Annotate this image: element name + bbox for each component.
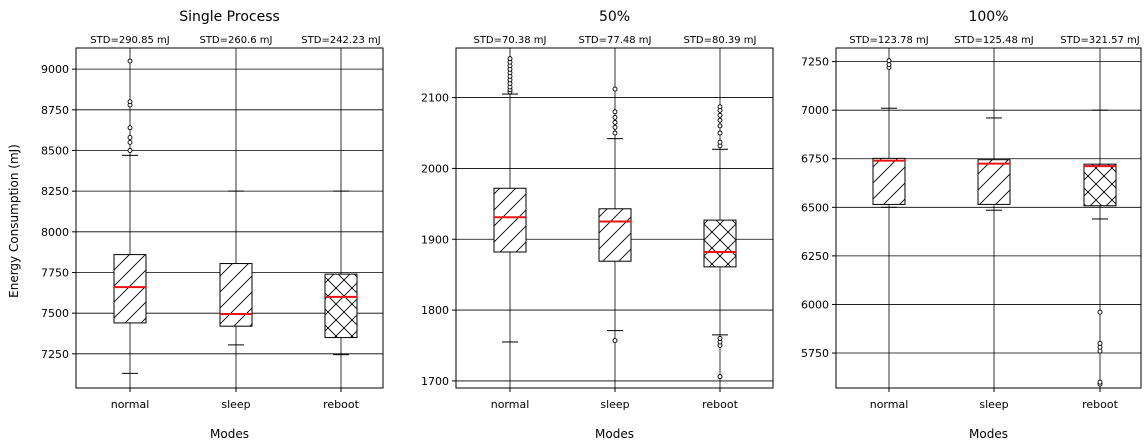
chart-panel-50-percent: 1700 1800 1900 2000 2100 normal sleep reboot STD… xyxy=(421,9,774,441)
box-body xyxy=(1083,163,1117,207)
box-normal xyxy=(872,58,906,208)
chart-title: 50% xyxy=(599,9,630,25)
chart-title: 100% xyxy=(968,9,1008,25)
box-reboot xyxy=(703,104,737,380)
y-tick-label: 8750 xyxy=(41,104,69,117)
x-tick-label: reboot xyxy=(702,398,738,411)
outlier-point xyxy=(886,62,892,67)
outlier-point xyxy=(886,58,892,64)
box-body xyxy=(872,157,906,205)
outlier-point xyxy=(717,335,723,341)
x-tick-label: normal xyxy=(491,398,530,411)
y-axis-label: Energy Consumption (mJ) xyxy=(7,144,21,298)
y-tick-label: 6250 xyxy=(801,250,829,263)
y-tick-label: 7250 xyxy=(801,56,829,69)
outlier-point xyxy=(717,112,723,118)
y-tick-label: 1700 xyxy=(421,375,449,388)
box-body xyxy=(493,187,527,253)
y-tick-label: 7500 xyxy=(41,307,69,320)
y-tick-label: 6750 xyxy=(801,153,829,166)
outlier-point xyxy=(612,338,618,343)
outlier-point xyxy=(127,125,133,131)
outlier-point xyxy=(507,56,513,62)
y-tick-label: 7250 xyxy=(41,348,69,361)
box-body xyxy=(977,159,1011,205)
outlier-point xyxy=(717,374,723,380)
y-tick-label: 5750 xyxy=(801,347,829,360)
x-tick-label: reboot xyxy=(1082,398,1118,411)
outlier-point xyxy=(1097,344,1103,350)
x-tick-label: reboot xyxy=(323,398,359,411)
std-label: STD=290.85 mJ xyxy=(90,35,169,46)
outlier-point xyxy=(612,109,618,115)
std-label: STD=260.6 mJ xyxy=(199,35,272,46)
x-tick-label: sleep xyxy=(979,398,1008,411)
x-tick-label: normal xyxy=(111,398,150,411)
y-tick-label: 1900 xyxy=(421,233,449,246)
y-tick-label: 8250 xyxy=(41,185,69,198)
axes-frame xyxy=(835,47,1142,389)
outlier-point xyxy=(127,148,133,153)
outlier-point xyxy=(612,119,618,125)
chart-panel-single-process: 7250 7500 7750 8000 8250 8500 8750 9000 normal sl… xyxy=(41,9,384,441)
x-axis-label: Modes xyxy=(595,427,634,441)
outlier-point xyxy=(1097,340,1103,346)
outlier-point xyxy=(1097,379,1103,385)
box-sleep xyxy=(598,86,632,343)
box-reboot xyxy=(324,190,358,356)
outlier-point xyxy=(717,123,723,129)
box-body xyxy=(113,254,147,324)
outlier-point xyxy=(717,117,723,123)
std-label: STD=77.48 mJ xyxy=(578,35,651,46)
chart-panel-100-percent: 5750 6000 6250 6500 6750 7000 7250 normal sleep r… xyxy=(801,9,1142,441)
chart-title: Single Process xyxy=(179,9,280,25)
outlier-point xyxy=(612,114,618,120)
x-tick-label: normal xyxy=(870,398,909,411)
outlier-point xyxy=(717,130,723,136)
outlier-point xyxy=(717,139,723,145)
std-label: STD=321.57 mJ xyxy=(1060,35,1139,46)
box-sleep xyxy=(219,190,253,346)
std-label: STD=70.38 mJ xyxy=(473,35,546,46)
outlier-point xyxy=(1097,309,1103,315)
y-tick-label: 8500 xyxy=(41,144,69,157)
box-body xyxy=(703,219,737,268)
x-axis-label: Modes xyxy=(969,427,1008,441)
outlier-point xyxy=(127,135,133,140)
box-body xyxy=(324,273,358,339)
outlier-point xyxy=(717,104,723,110)
box-reboot xyxy=(1083,109,1117,387)
std-label: STD=123.78 mJ xyxy=(849,35,928,46)
box-body xyxy=(598,208,632,262)
outlier-point xyxy=(612,130,618,136)
box-normal xyxy=(113,58,147,374)
axes-frame xyxy=(75,47,384,389)
y-tick-label: 2000 xyxy=(421,162,449,175)
y-tick-label: 6000 xyxy=(801,298,829,311)
x-tick-label: sleep xyxy=(600,398,629,411)
y-tick-label: 7750 xyxy=(41,266,69,279)
x-tick-label: sleep xyxy=(221,398,250,411)
outlier-point xyxy=(1097,348,1103,354)
y-tick-label: 2100 xyxy=(421,92,449,105)
box-body xyxy=(219,263,253,327)
y-tick-label: 1800 xyxy=(421,304,449,317)
outlier-point xyxy=(612,86,618,92)
y-tick-label: 9000 xyxy=(41,63,69,76)
box-normal xyxy=(493,56,527,343)
outlier-point xyxy=(127,58,133,64)
outlier-point xyxy=(127,139,133,145)
x-axis-label: Modes xyxy=(210,427,249,441)
std-label: STD=125.48 mJ xyxy=(954,35,1033,46)
y-tick-label: 6500 xyxy=(801,201,829,214)
y-tick-label: 7000 xyxy=(801,104,829,117)
outlier-point xyxy=(127,99,133,105)
std-label: STD=80.39 mJ xyxy=(683,35,756,46)
std-label: STD=242.23 mJ xyxy=(301,35,380,46)
y-tick-label: 8000 xyxy=(41,226,69,239)
outlier-point xyxy=(612,124,618,130)
box-sleep xyxy=(977,117,1011,211)
